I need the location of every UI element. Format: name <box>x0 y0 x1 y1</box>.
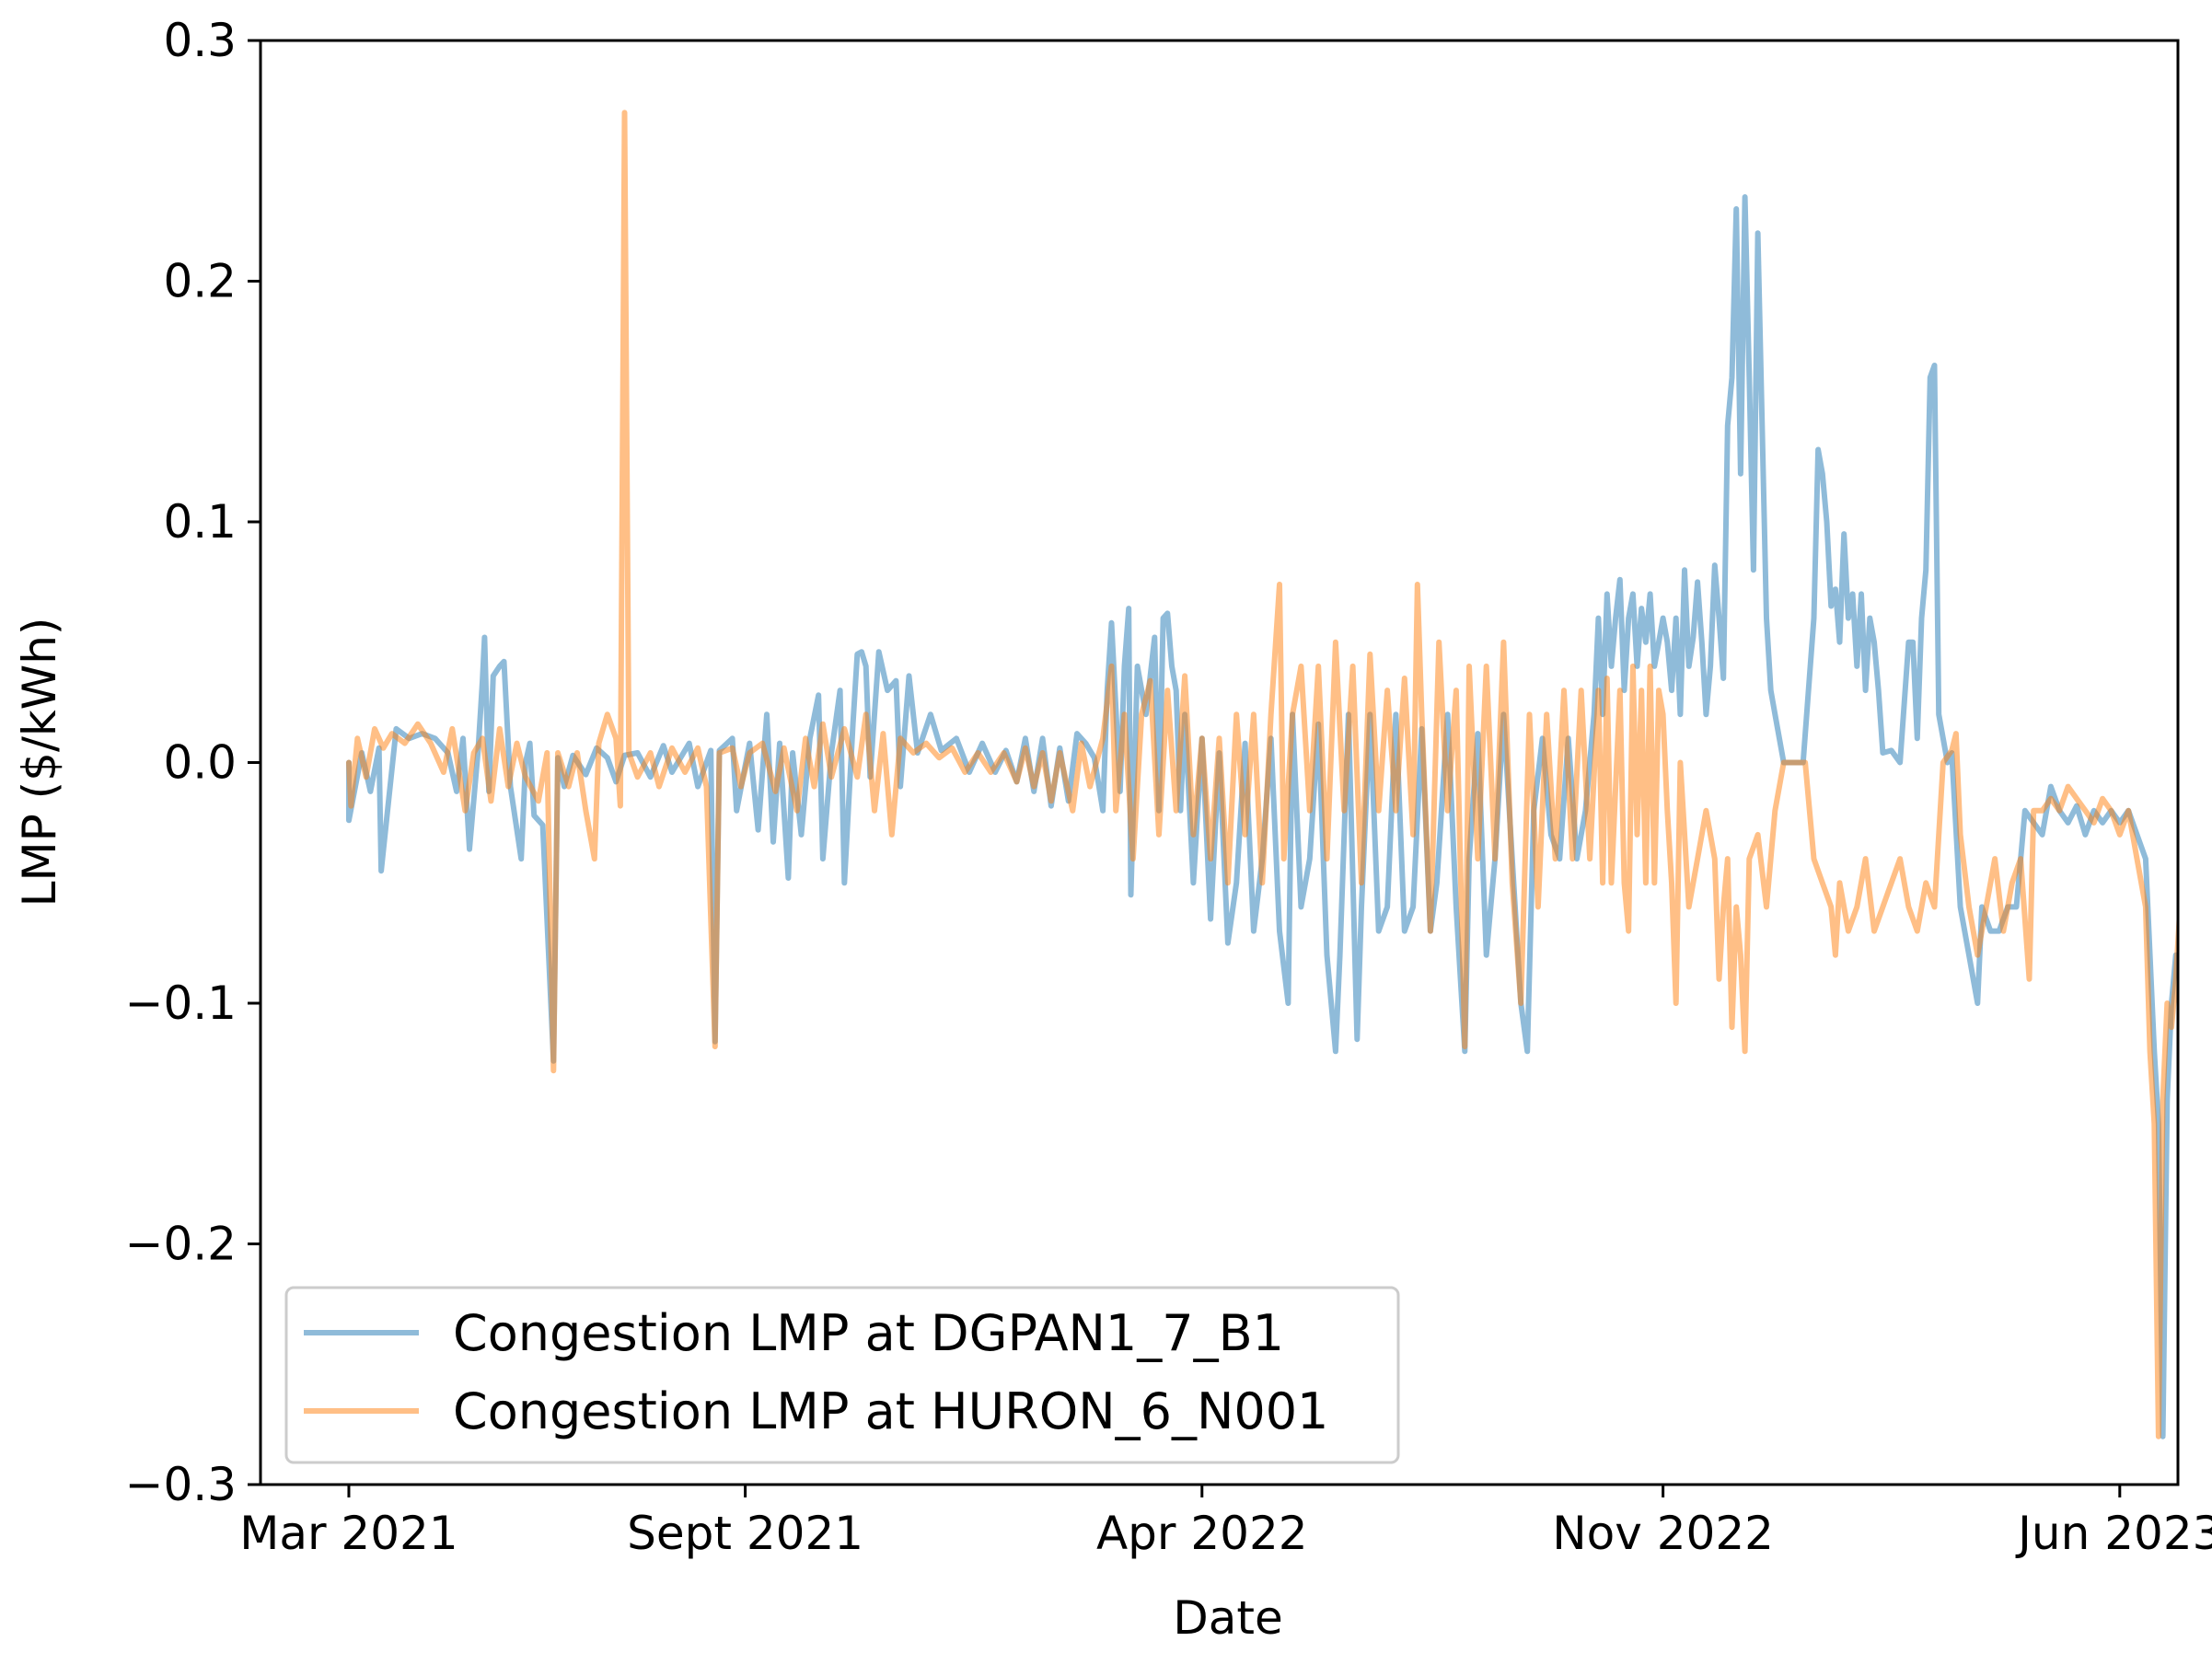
x-tick-label: Sept 2021 <box>627 1507 863 1560</box>
y-tick-label: 0.2 <box>163 255 237 308</box>
x-tick-label: Nov 2022 <box>1552 1507 1774 1560</box>
y-tick-label: 0.1 <box>163 495 237 549</box>
y-tick-label: −0.3 <box>125 1458 237 1511</box>
y-tick-label: −0.1 <box>125 977 237 1030</box>
x-tick-label: Apr 2022 <box>1096 1507 1308 1560</box>
series-line-2 <box>346 110 2178 1439</box>
x-tick-label: Jun 2023 <box>2015 1507 2212 1560</box>
y-tick-label: 0.0 <box>163 736 237 790</box>
y-tick-label: 0.3 <box>163 14 237 67</box>
x-axis-title: Date <box>1173 1591 1283 1645</box>
x-tick-label: Mar 2021 <box>239 1507 457 1560</box>
x-axis: Mar 2021 Sept 2021 Apr 2022 Nov 2022 Jun 202… <box>239 1485 2212 1560</box>
legend-label-series-2: Congestion LMP at HURON_6_N001 <box>453 1382 1328 1440</box>
legend: Congestion LMP at DGPAN1_7_B1 Congestion… <box>284 1286 1400 1464</box>
legend-label-series-1: Congestion LMP at DGPAN1_7_B1 <box>453 1304 1284 1362</box>
y-axis-title: LMP ($/kWh) <box>13 618 66 907</box>
legend-frame <box>284 1286 1400 1464</box>
series-layer <box>346 110 2178 1439</box>
y-axis: 0.3 0.2 0.1 0.0 −0.1 −0.2 −0.3 <box>125 14 261 1511</box>
y-tick-label: −0.2 <box>125 1218 237 1271</box>
